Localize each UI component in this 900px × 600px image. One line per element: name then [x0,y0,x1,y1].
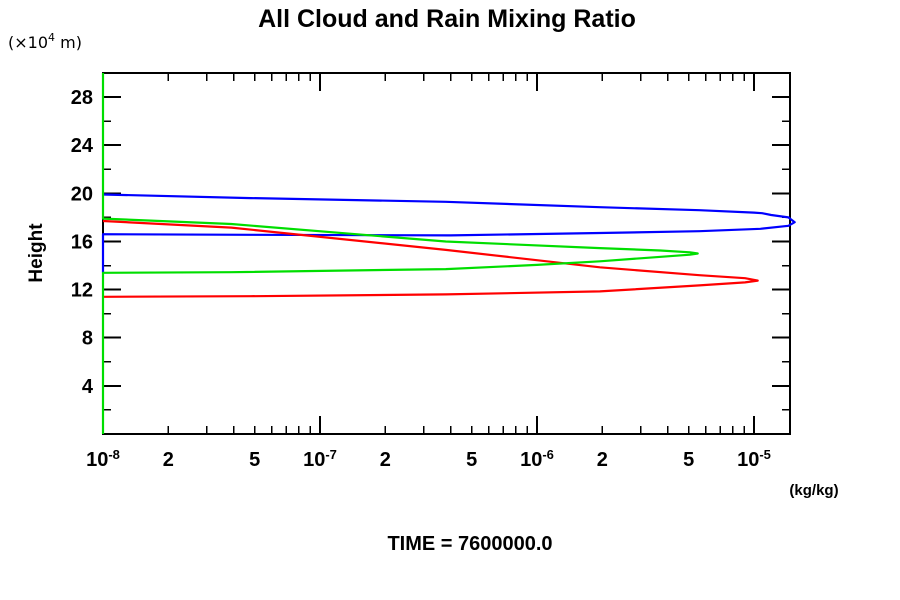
x-tick-label: 10-5 [737,447,771,471]
plot-frame [102,72,791,435]
y-tick-label: 4 [82,376,94,398]
x-tick-label: 2 [597,449,608,471]
chart-title: All Cloud and Rain Mixing Ratio [258,5,636,33]
axes-layer: 10-8 2 5 10-7 2 5 10-6 2 5 10-5 4 8 12 16 20 24 28 [71,72,791,471]
x-tick-label: 10-7 [303,447,337,471]
y-tick-label: 12 [71,280,93,302]
y-tick-label: 16 [71,231,93,253]
y-axis-title: Height [26,223,47,283]
y-tick-label: 8 [82,328,93,350]
y-tick-label: 28 [71,87,93,109]
y-tick-label: 20 [71,183,93,205]
x-axis-unit-label: (kg/kg) [789,482,838,499]
series-path-green-profile [101,73,699,434]
series-path-blue-profile [101,193,796,273]
x-tick-label: 5 [683,449,694,471]
x-tick-label: 10-8 [86,447,120,471]
series-layer [101,73,796,434]
x-tick-label: 2 [163,449,174,471]
y-axis-unit-label: (×104 m) [8,31,82,52]
x-tick-label: 5 [466,449,477,471]
y-tick-label: 24 [71,135,94,157]
time-label: TIME = 7600000.0 [387,533,552,555]
x-tick-label: 5 [249,449,260,471]
x-tick-label: 10-6 [520,447,554,471]
x-tick-label: 2 [380,449,391,471]
series-path-red-profile [102,219,759,298]
